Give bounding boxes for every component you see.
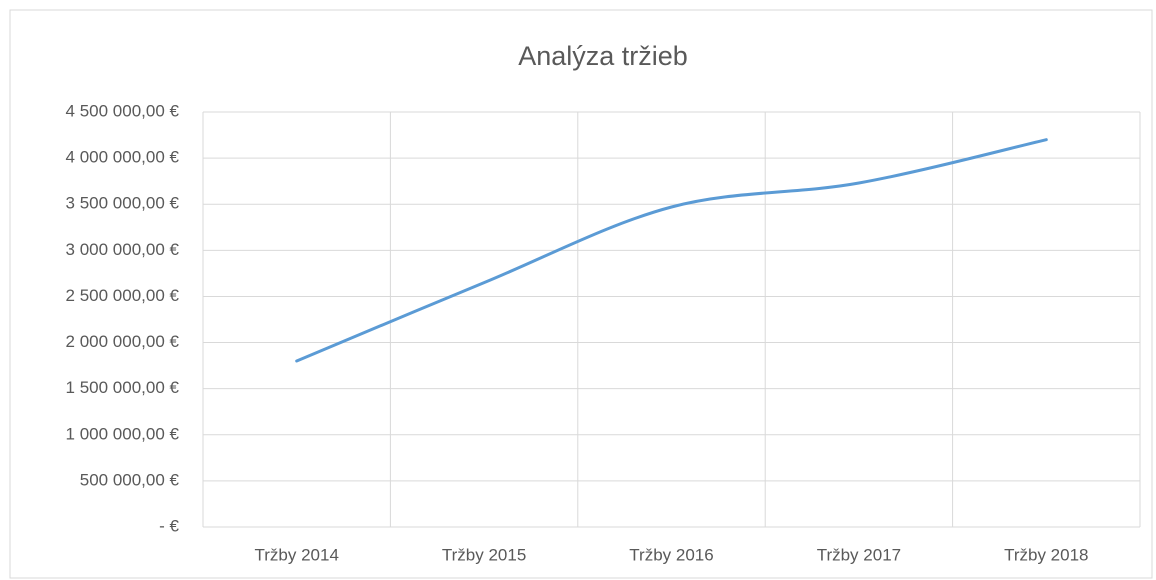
x-tick-label: Tržby 2015 xyxy=(442,545,526,564)
y-tick-label: 4 500 000,00 € xyxy=(66,101,180,120)
y-tick-label: 4 000 000,00 € xyxy=(66,148,180,167)
x-tick-label: Tržby 2016 xyxy=(629,545,713,564)
y-tick-label: 1 500 000,00 € xyxy=(66,378,180,397)
line-series xyxy=(295,138,1048,363)
y-tick-label: 500 000,00 € xyxy=(80,470,180,489)
x-tick-label: Tržby 2014 xyxy=(254,545,338,564)
y-tick-label: 3 500 000,00 € xyxy=(66,194,180,213)
y-tick-label: 1 000 000,00 € xyxy=(66,424,180,443)
y-tick-label: 2 000 000,00 € xyxy=(66,332,180,351)
chart-frame xyxy=(9,9,1153,579)
y-tick-label: 3 000 000,00 € xyxy=(66,240,180,259)
chart-title: Analýza tržieb xyxy=(518,41,688,71)
y-tick-label: 2 500 000,00 € xyxy=(66,286,180,305)
y-tick-label: - € xyxy=(159,516,179,535)
x-tick-label: Tržby 2018 xyxy=(1004,545,1088,564)
x-tick-label: Tržby 2017 xyxy=(817,545,901,564)
